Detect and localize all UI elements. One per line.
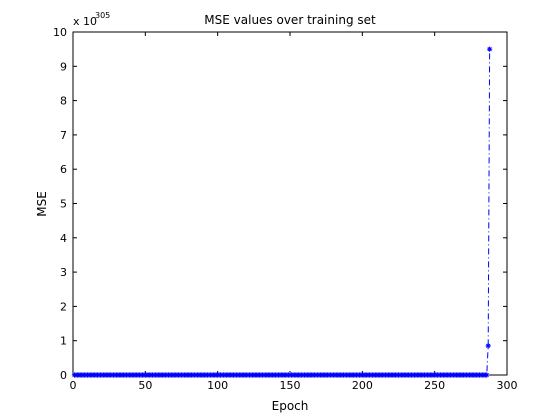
- y-tick-label: 4: [60, 232, 67, 245]
- y-tick-label: 10: [53, 26, 67, 39]
- y-multiplier-exponent: 305: [95, 11, 110, 20]
- x-tick-label: 200: [352, 379, 373, 392]
- x-tick-label: 300: [497, 379, 518, 392]
- y-tick-label: 1: [60, 335, 67, 348]
- x-tick-label: 100: [207, 379, 228, 392]
- x-tick-label: 50: [138, 379, 152, 392]
- series-group: [71, 46, 493, 378]
- y-axis-ticks: 0 1 2 3 4 5 6 7 8 9 10: [53, 26, 507, 382]
- plot-area: [72, 31, 508, 376]
- y-multiplier-base: x 10: [73, 15, 97, 28]
- chart-title: MSE values over training set: [204, 13, 376, 27]
- x-axis-label: Epoch: [272, 399, 309, 413]
- data-point: [484, 372, 490, 378]
- y-tick-label: 7: [60, 129, 67, 142]
- x-tick-label: 150: [280, 379, 301, 392]
- x-axis-ticks: 0 50 100 150 200 250 300: [70, 32, 518, 392]
- data-point: [485, 343, 491, 349]
- y-tick-label: 0: [60, 369, 67, 382]
- y-tick-label: 8: [60, 95, 67, 108]
- y-tick-label: 5: [60, 198, 67, 211]
- y-tick-label: 2: [60, 300, 67, 313]
- y-tick-label: 9: [60, 60, 67, 73]
- y-tick-label: 3: [60, 266, 67, 279]
- data-point: [487, 46, 493, 52]
- y-axis-label: MSE: [35, 191, 49, 217]
- y-tick-label: 6: [60, 163, 67, 176]
- x-tick-label: 0: [70, 379, 77, 392]
- x-tick-label: 250: [424, 379, 445, 392]
